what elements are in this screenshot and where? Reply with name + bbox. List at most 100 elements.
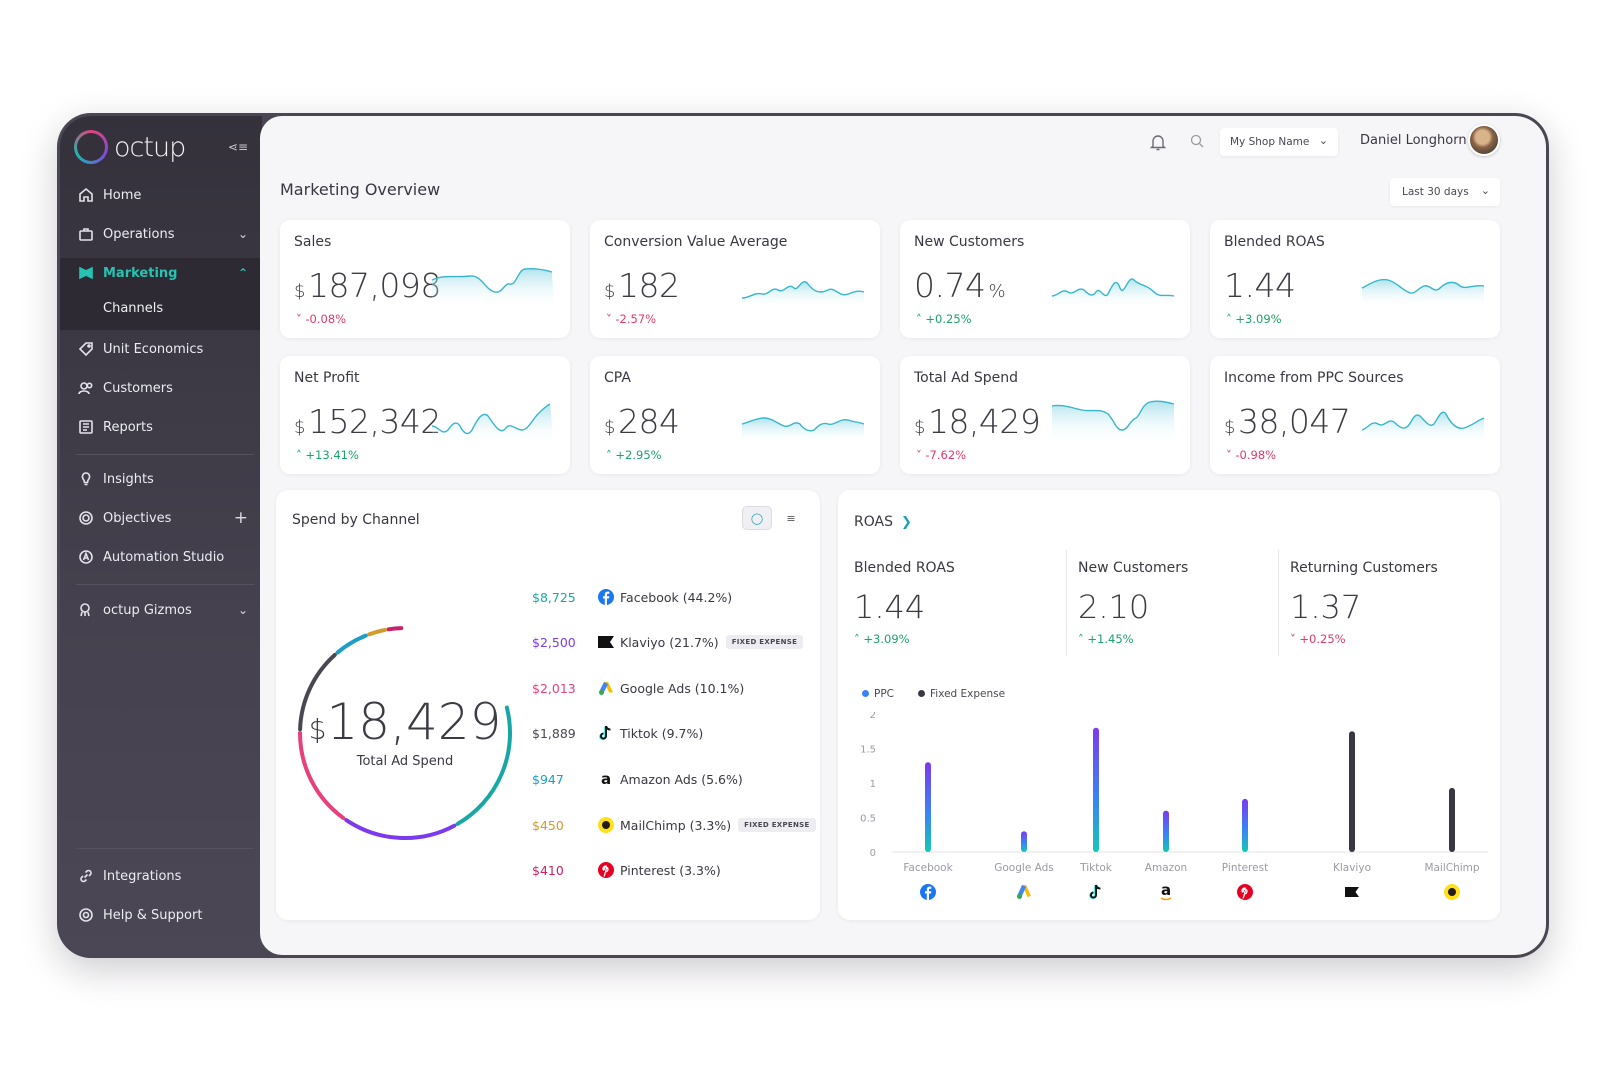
donut-slice-amazon[interactable] — [335, 633, 368, 655]
donut-slice-google[interactable] — [298, 731, 346, 820]
channel-row-pinterest[interactable]: $410 Pinterest (3.3%) — [532, 860, 822, 880]
sidebar-item-objectives[interactable]: Objectives + — [60, 499, 262, 537]
sidebar-item-help[interactable]: Help & Support — [60, 896, 262, 934]
channel-name: Tiktok (9.7%) — [620, 725, 704, 741]
sidebar-subitem-channels[interactable]: Channels — [103, 301, 164, 316]
channel-row-google[interactable]: $2,013 Google Ads (10.1%) — [532, 678, 822, 698]
user-name[interactable]: Daniel Longhorn — [1360, 133, 1467, 148]
chevron-down-icon[interactable]: ⌄ — [237, 603, 248, 617]
trend-up-icon: ˄ — [854, 632, 860, 646]
x-tick-label: Tiktok — [1079, 862, 1113, 874]
sidebar-item-automation-studio[interactable]: Automation Studio — [60, 538, 262, 576]
kpi-card[interactable]: Sales $187,098 ˅ -0.08% — [280, 220, 570, 338]
kpi-card[interactable]: New Customers 0.74% ˄ +0.25% — [900, 220, 1190, 338]
sidebar-item-customers[interactable]: Customers — [60, 369, 262, 407]
avatar[interactable] — [1468, 124, 1500, 156]
logo[interactable]: octup — [74, 130, 186, 164]
trend-up-icon: ˄ — [1226, 312, 1232, 326]
kpi-card[interactable]: Blended ROAS 1.44 ˄ +3.09% — [1210, 220, 1500, 338]
y-tick-label: 0.5 — [860, 814, 876, 825]
donut-slice-tiktok[interactable] — [298, 652, 337, 732]
sidebar-item-label: Home — [103, 187, 142, 203]
kpi-number: 284 — [617, 402, 680, 441]
channel-row-klaviyo[interactable]: $2,500 Klaviyo (21.7%) FIXED EXPENSE — [532, 632, 822, 652]
donut-slice-pinterest[interactable] — [386, 626, 404, 632]
list-view-button[interactable]: ≡ — [786, 511, 796, 525]
sidebar-item-reports[interactable]: Reports — [60, 408, 262, 446]
channel-name: Amazon Ads (5.6%) — [620, 771, 743, 787]
shop-selector[interactable]: My Shop Name ⌄ — [1220, 128, 1338, 156]
logo-text: octup — [114, 131, 186, 163]
bar-mailchimp[interactable] — [1449, 787, 1455, 852]
kpi-delta-value: -0.08% — [305, 312, 347, 326]
trend-down-icon: ˅ — [606, 312, 612, 326]
donut-slice-klaviyo[interactable] — [344, 818, 457, 840]
roas-metric-delta: ˄ +3.09% — [854, 632, 1064, 646]
roas-title[interactable]: ROAS ❯ — [854, 514, 912, 530]
bar-facebook[interactable] — [925, 762, 931, 852]
sidebar-item-marketing[interactable]: Marketing ⌃ — [60, 254, 262, 292]
channel-row-tiktok[interactable]: $1,889 Tiktok (9.7%) — [532, 723, 822, 743]
kpi-title: Conversion Value Average — [604, 234, 788, 250]
facebook-icon — [920, 884, 936, 900]
kpi-card[interactable]: CPA $284 ˄ +2.95% — [590, 356, 880, 474]
sidebar-item-label: Marketing — [103, 265, 178, 281]
pinterest-icon — [597, 861, 615, 879]
app-window: octup ⋖≡ Home Operations ⌄ Marketing ⌃ C… — [60, 116, 1546, 955]
chevron-up-icon[interactable]: ⌃ — [237, 266, 248, 280]
donut-view-button[interactable]: ◯ — [742, 506, 772, 530]
chevron-right-icon[interactable]: ❯ — [900, 515, 912, 530]
roas-metric-value: 1.44 — [854, 588, 926, 626]
donut-slice-mailchimp[interactable] — [367, 627, 387, 637]
sidebar-item-operations[interactable]: Operations ⌄ — [60, 215, 262, 253]
kpi-card[interactable]: Conversion Value Average $182 ˅ -2.57% — [590, 220, 880, 338]
legend-ppc: PPC — [862, 688, 894, 700]
roas-metric-title: Blended ROAS — [854, 560, 955, 576]
bell-icon[interactable] — [1147, 131, 1169, 153]
channel-row-mailchimp[interactable]: $450 MailChimp (3.3%) FIXED EXPENSE — [532, 815, 822, 835]
page-title: Marketing Overview — [280, 180, 441, 199]
date-range-select[interactable]: Last 30 days ⌄ — [1390, 178, 1500, 206]
sidebar-item-gizmos[interactable]: octup Gizmos ⌄ — [60, 591, 262, 629]
bar-amazon[interactable] — [1163, 810, 1169, 852]
kpi-title: Sales — [294, 234, 332, 250]
kpi-currency: $ — [294, 281, 305, 302]
bar-tiktok[interactable] — [1093, 727, 1099, 852]
plus-icon[interactable]: + — [233, 508, 248, 528]
sidebar-item-label: Unit Economics — [103, 341, 204, 357]
kpi-title: Blended ROAS — [1224, 234, 1325, 250]
channel-amount: $8,725 — [532, 589, 576, 605]
donut-slice-facebook[interactable] — [455, 705, 512, 826]
kpi-value: $187,098 — [294, 266, 441, 305]
chevron-down-icon[interactable]: ⌄ — [237, 227, 248, 241]
kpi-number: 38,047 — [1237, 402, 1351, 441]
donut-currency: $ — [309, 713, 327, 746]
collapse-sidebar-icon[interactable]: ⋖≡ — [227, 140, 248, 154]
sidebar-item-insights[interactable]: Insights — [60, 460, 262, 498]
channel-row-amazon[interactable]: $947 a Amazon Ads (5.6%) — [532, 769, 822, 789]
spend-by-channel-panel: Spend by Channel ◯ ≡ $18,429 Total Ad Sp… — [276, 490, 820, 920]
bar-google-ads[interactable] — [1021, 831, 1027, 852]
donut-total-value: 18,429 — [326, 693, 501, 751]
search-icon[interactable] — [1188, 132, 1206, 150]
bar-klaviyo[interactable] — [1349, 731, 1355, 852]
kpi-card[interactable]: Total Ad Spend $18,429 ˅ -7.62% — [900, 356, 1190, 474]
roas-metric-delta-value: +1.45% — [1087, 632, 1134, 646]
lightbulb-icon — [78, 471, 94, 487]
chart-legend: PPC Fixed Expense — [862, 688, 1005, 700]
kpi-delta-value: -7.62% — [925, 448, 967, 462]
kpi-card[interactable]: Net Profit $152,342 ˄ +13.41% — [280, 356, 570, 474]
sidebar-item-home[interactable]: Home — [60, 176, 262, 214]
spend-donut-chart: $18,429 Total Ad Spend — [298, 626, 512, 840]
sidebar-item-unit-economics[interactable]: Unit Economics — [60, 330, 262, 368]
bar-pinterest[interactable] — [1242, 798, 1248, 852]
chevron-down-icon: ⌄ — [1318, 134, 1328, 147]
sidebar-item-label: Reports — [103, 419, 153, 435]
channel-row-facebook[interactable]: $8,725 Facebook (44.2%) — [532, 587, 822, 607]
roas-metric: New Customers 2.10 ˄ +1.45% — [1078, 560, 1288, 646]
sidebar-item-integrations[interactable]: Integrations — [60, 857, 262, 895]
kpi-delta: ˄ +13.41% — [296, 448, 359, 462]
channel-name: Google Ads (10.1%) — [620, 680, 745, 696]
kpi-number: 1.44 — [1224, 266, 1296, 305]
kpi-card[interactable]: Income from PPC Sources $38,047 ˅ -0.98% — [1210, 356, 1500, 474]
